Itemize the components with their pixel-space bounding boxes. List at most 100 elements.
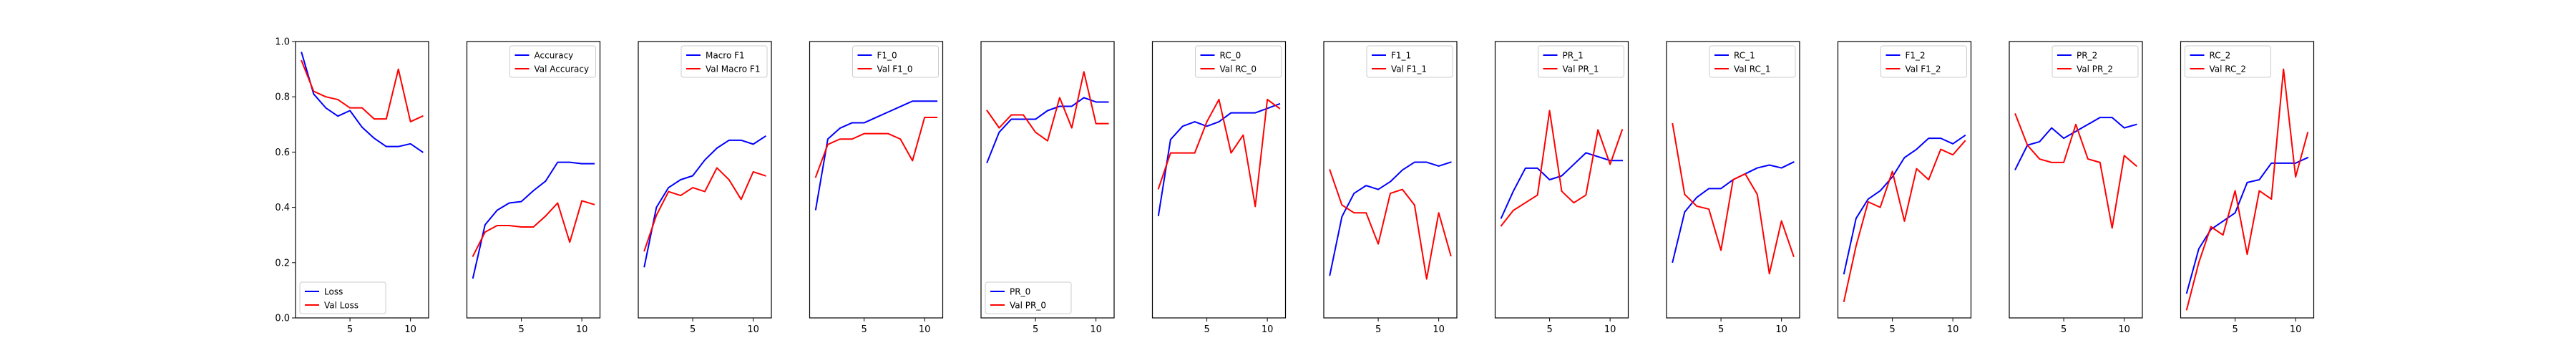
series-line-rc-2: [2185, 156, 2309, 294]
legend-box: [1538, 45, 1624, 78]
series-line-val-rc-2: [2185, 68, 2309, 311]
subplot-5: 5 10 PR_0 Val PR_0: [980, 41, 1115, 335]
legend: F1_1 Val F1_1: [1366, 45, 1453, 78]
subplot-2: 5 10 Accuracy Val Accuracy: [466, 41, 601, 335]
legend: F1_2 Val F1_2: [1880, 45, 1967, 78]
legend-label: Val PR_0: [1010, 301, 1046, 311]
x-tick-label: 5: [1375, 324, 1381, 335]
legend-label: RC_2: [2210, 51, 2231, 61]
legend-label: Val PR_2: [2077, 64, 2113, 74]
legend-label: Val Accuracy: [535, 64, 590, 74]
legend: PR_0 Val PR_0: [985, 281, 1072, 314]
legend-label: Val RC_2: [2210, 64, 2247, 74]
x-tick-label: 5: [1889, 324, 1895, 335]
x-tick-label: 10: [1262, 324, 1274, 335]
axes-frame: [809, 41, 944, 319]
legend-label: Macro F1: [706, 51, 745, 61]
subplot-7: 5 10 F1_1 Val F1_1: [1323, 41, 1458, 335]
subplot-6: 5 10 RC_0 Val RC_0: [1151, 41, 1287, 335]
series-line-pr-2: [2014, 117, 2137, 170]
legend-label: RC_1: [1734, 51, 1755, 61]
axes-frame: [980, 41, 1115, 319]
x-tick-label: 10: [2290, 324, 2302, 335]
legend-label: Val PR_1: [1563, 64, 1599, 74]
legend-label: Val Macro F1: [706, 64, 760, 74]
subplot-11: 5 10 PR_2 Val PR_2: [2009, 41, 2143, 335]
legend: Loss Val Loss: [299, 281, 386, 314]
x-tick-label: 10: [1604, 324, 1616, 335]
series-line-f1-0: [814, 100, 938, 211]
y-tick-label: 0.4: [275, 203, 290, 213]
axes-frame: [295, 41, 429, 319]
series-line-f1-2: [1843, 134, 1966, 275]
series-line-f1-1: [1329, 161, 1452, 276]
series-line-val-rc-1: [1672, 122, 1795, 275]
axes-frame: [1323, 41, 1458, 319]
y-tick-label: 0.0: [275, 314, 290, 324]
legend-label: F1_0: [877, 51, 897, 61]
x-tick-label: 5: [1033, 324, 1038, 335]
legend-label: PR_1: [1563, 51, 1584, 61]
legend: Accuracy Val Accuracy: [509, 45, 596, 78]
series-line-val-pr-2: [2014, 113, 2137, 229]
legend: PR_2 Val PR_2: [2051, 45, 2139, 78]
subplot-8: 5 10 PR_1 Val PR_1: [1494, 41, 1629, 335]
y-tick-label: 0.2: [275, 258, 290, 268]
legend-label: Val F1_2: [1906, 64, 1941, 74]
y-tick-label: 0.6: [275, 147, 290, 158]
x-tick-label: 5: [2061, 324, 2067, 335]
legend-label: F1_1: [1391, 51, 1411, 61]
y-tick-label: 0.8: [275, 92, 290, 103]
legend: RC_0 Val RC_0: [1195, 45, 1282, 78]
legend-label: RC_0: [1220, 51, 1241, 61]
series-line-val-accuracy: [472, 200, 595, 258]
x-tick-label: 5: [1718, 324, 1724, 335]
x-tick-label: 5: [861, 324, 867, 335]
axes-frame: [2180, 41, 2315, 319]
series-line-val-f1-0: [814, 116, 938, 178]
subplot-3: 5 10 Macro F1 Val Macro F1: [638, 41, 772, 335]
x-tick-label: 10: [576, 324, 588, 335]
axes-frame: [638, 41, 772, 319]
legend-box: [1366, 45, 1453, 78]
legend-box: [1709, 45, 1796, 78]
axes-frame: [1151, 41, 1287, 319]
legend-label: PR_0: [1010, 287, 1030, 297]
x-tick-label: 10: [404, 324, 416, 335]
series-line-val-f1-2: [1843, 140, 1966, 303]
legend: Macro F1 Val Macro F1: [680, 45, 768, 78]
legend-label: F1_2: [1906, 51, 1926, 61]
series-line-val-rc-0: [1157, 98, 1281, 208]
legend-label: Val Loss: [324, 301, 358, 311]
legend: RC_1 Val RC_1: [1709, 45, 1796, 78]
x-tick-label: 5: [1204, 324, 1209, 335]
legend-box: [1880, 45, 1967, 78]
legend-label: Val F1_1: [1391, 64, 1427, 74]
axes-frame: [1666, 41, 1800, 319]
y-tick-label: 1.0: [275, 37, 290, 48]
series-line-val-macro-f1: [643, 167, 766, 252]
series-line-rc-0: [1157, 102, 1281, 216]
x-tick-label: 10: [919, 324, 931, 335]
subplot-10: 5 10 F1_2 Val F1_2: [1837, 41, 1972, 335]
legend-box: [509, 45, 596, 78]
x-tick-label: 5: [347, 324, 353, 335]
series-line-accuracy: [472, 161, 595, 279]
x-tick-label: 5: [2232, 324, 2238, 335]
series-line-pr-1: [1500, 152, 1624, 219]
legend: PR_1 Val PR_1: [1538, 45, 1624, 78]
x-tick-label: 5: [690, 324, 696, 335]
series-line-val-loss: [301, 59, 424, 122]
legend-box: [299, 281, 386, 314]
x-tick-label: 5: [1546, 324, 1552, 335]
axes-frame: [466, 41, 601, 319]
legend-label: Val RC_0: [1220, 64, 1257, 74]
legend-label: Val RC_1: [1734, 64, 1771, 74]
x-tick-label: 10: [1775, 324, 1787, 335]
axes-frame: [1494, 41, 1629, 319]
series-line-val-pr-1: [1500, 110, 1624, 227]
x-tick-label: 10: [2118, 324, 2130, 335]
legend-label: PR_2: [2077, 51, 2097, 61]
axes-frame: [2009, 41, 2143, 319]
